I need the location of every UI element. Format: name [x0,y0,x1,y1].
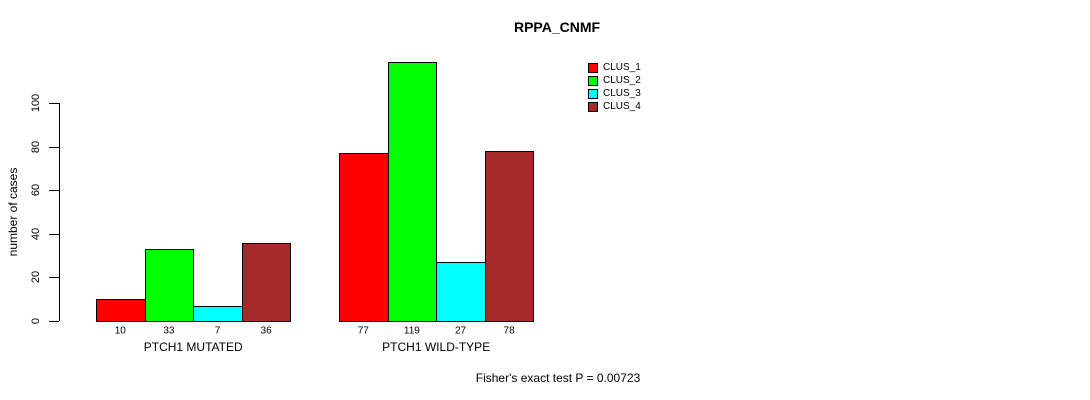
legend-swatch-icon [588,89,598,99]
bar-clus_4-1 [241,242,292,322]
y-axis-tick-label: 100 [30,93,42,113]
bar-clus_1-2 [339,153,389,322]
y-axis-tick [49,190,59,192]
y-axis-tick-label: 60 [30,184,42,197]
y-axis-tick-label: 80 [30,140,42,153]
legend-swatch-icon [588,102,598,112]
y-axis-tick [49,233,59,235]
y-axis-tick [49,277,59,279]
bar-value-label: 33 [163,325,175,337]
bar-clus_4-2 [484,150,535,322]
x-category-label: PTCH1 WILD-TYPE [382,340,491,354]
y-axis-label: number of cases [6,167,20,257]
bar-clus_3-1 [193,305,243,322]
bar-value-label: 77 [357,325,369,337]
y-axis-tick [49,321,59,322]
y-axis-tick-label: 40 [30,227,42,240]
legend-swatch-icon [588,76,598,86]
bar-value-label: 36 [260,325,272,337]
bar-clus_3-2 [436,262,486,322]
bar-value-label: 10 [114,325,126,337]
y-axis-line [59,103,60,321]
legend-label: CLUS_3 [603,88,641,99]
bar-value-label: 119 [403,325,420,337]
legend-label: CLUS_4 [603,101,641,112]
bar-clus_2-1 [144,249,195,322]
y-axis-tick [49,103,59,104]
legend-label: CLUS_1 [603,62,641,73]
legend-item: CLUS_2 [588,76,641,86]
bar-value-label: 78 [503,325,515,337]
bar-value-label: 7 [214,325,221,337]
y-axis-tick-label: 20 [30,271,42,284]
bar-clus_1-1 [96,299,146,322]
legend-item: CLUS_3 [588,89,641,99]
y-axis-tick [49,146,59,148]
legend-swatch-icon [588,63,598,73]
annotation-text: Fisher's exact test P = 0.00723 [475,371,641,385]
bar-value-label: 27 [454,325,467,337]
legend-item: CLUS_4 [588,102,641,112]
y-axis-tick-label: 0 [30,317,42,325]
bar-clus_2-2 [387,61,438,322]
legend: CLUS_1 CLUS_2 CLUS_3 CLUS_4 [588,63,641,112]
chart-title: RPPA_CNMF [513,19,601,35]
x-category-label: PTCH1 MUTATED [143,340,243,354]
legend-label: CLUS_2 [603,75,641,86]
legend-item: CLUS_1 [588,63,641,73]
